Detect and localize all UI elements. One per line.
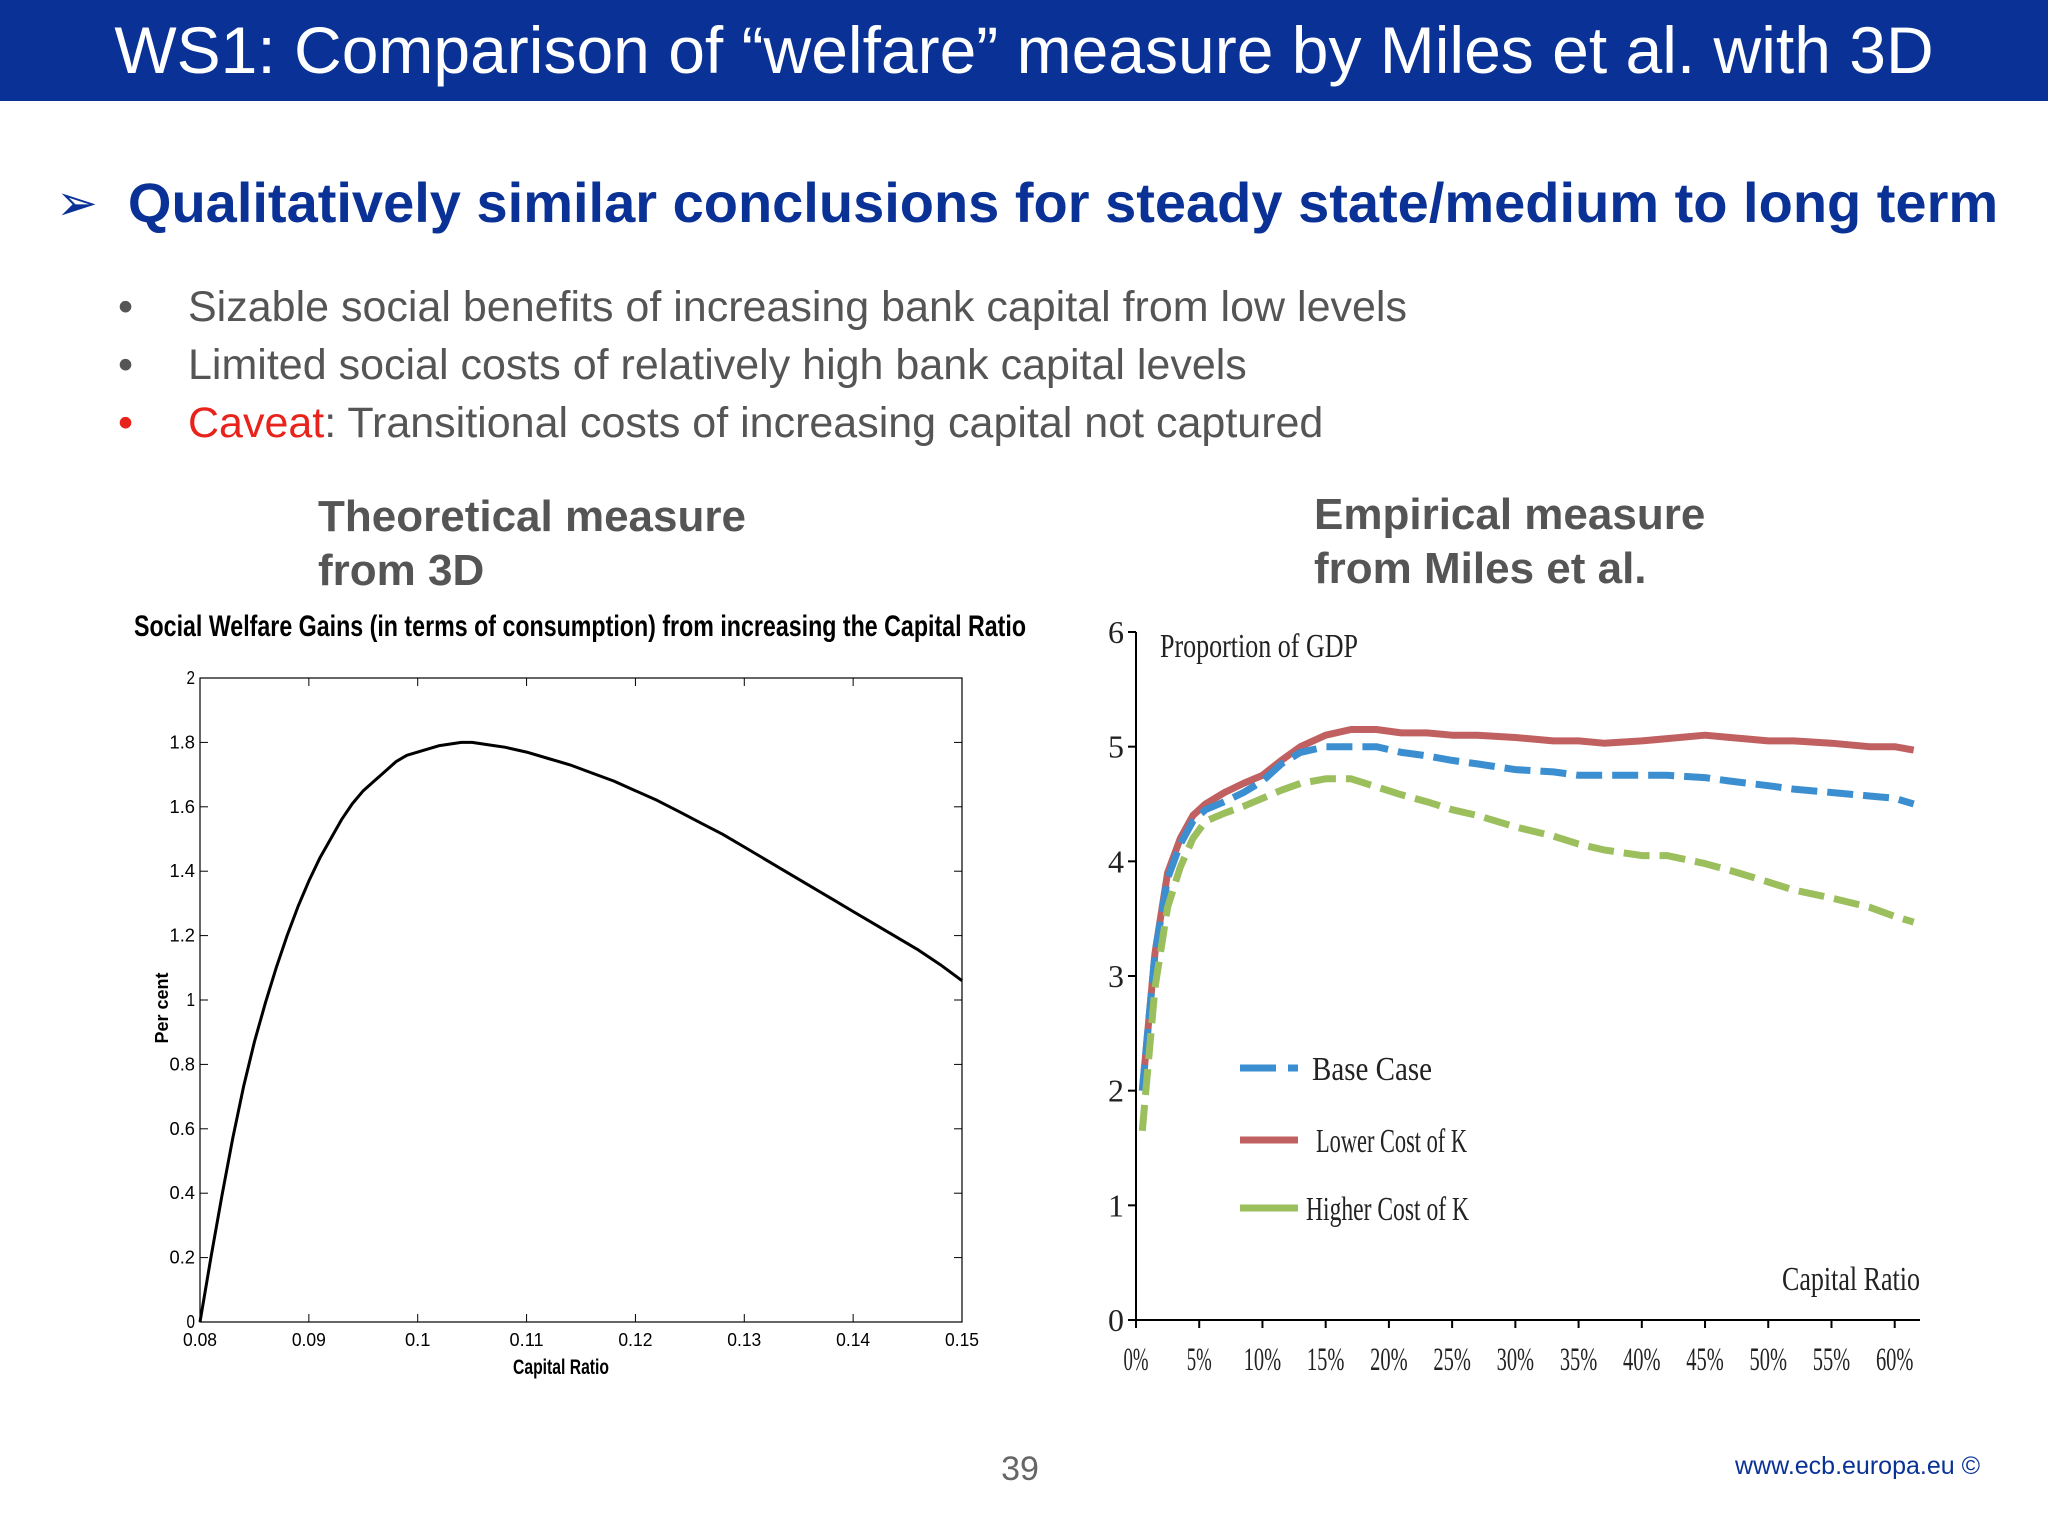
title-bar: WS1: Comparison of “welfare” measure by … xyxy=(0,0,2048,101)
y-tick-label: 1 xyxy=(187,990,196,1010)
y-tick-label: 1 xyxy=(1108,1187,1124,1223)
x-tick-label: 35% xyxy=(1560,1342,1598,1378)
bullet-text: Sizable social benefits of increasing ba… xyxy=(188,283,1407,331)
page-number: 39 xyxy=(1001,1450,1039,1488)
chart-title: Social Welfare Gains (in terms of consum… xyxy=(134,610,1026,643)
x-tick-label: 0.09 xyxy=(292,1330,326,1350)
y-tick-label: 4 xyxy=(1108,843,1124,879)
x-tick-label: 60% xyxy=(1876,1342,1914,1378)
x-tick-label: 0.08 xyxy=(183,1330,217,1350)
y-tick-label: 1.4 xyxy=(170,861,196,881)
left-panel-heading: Theoretical measure from 3D xyxy=(318,490,746,598)
y-tick-label: 5 xyxy=(1108,729,1124,765)
left-heading-line: from 3D xyxy=(318,546,485,595)
y-tick-label: 6 xyxy=(1108,614,1124,650)
arrowhead-icon: ➢ xyxy=(56,174,98,231)
x-tick-label: 0.11 xyxy=(510,1330,544,1350)
x-tick-label: 0.13 xyxy=(727,1330,761,1350)
y-tick-label: 1.2 xyxy=(170,926,196,946)
x-axis-label: Capital Ratio xyxy=(1782,1261,1920,1298)
y-tick-label: 1.6 xyxy=(170,797,196,817)
headline-text: Qualitatively similar conclusions for st… xyxy=(127,171,1999,234)
x-axis-label: Capital Ratio xyxy=(513,1356,609,1379)
y-tick-label: 0.6 xyxy=(170,1119,196,1139)
plot-frame xyxy=(199,677,963,1323)
x-tick-label: 45% xyxy=(1686,1342,1724,1378)
y-tick-label: 2 xyxy=(187,668,196,688)
y-tick-label: 0 xyxy=(1108,1302,1124,1338)
bullet-list: • Sizable social benefits of increasing … xyxy=(118,278,1407,452)
y-tick-label: 0.4 xyxy=(170,1183,196,1203)
welfare-gains-chart: Social Welfare Gains (in terms of consum… xyxy=(134,610,1026,1379)
welfare-line xyxy=(198,740,963,1323)
bullet-item: • Sizable social benefits of increasing … xyxy=(118,278,1407,336)
y-axis-label: Proportion of GDP xyxy=(1160,628,1358,665)
x-tick-label: 5% xyxy=(1187,1342,1212,1378)
series-line xyxy=(1138,743,1915,1092)
right-heading-line: Empirical measure xyxy=(1314,490,1706,539)
x-tick-label: 0.12 xyxy=(618,1330,652,1350)
legend-label: Lower Cost of K xyxy=(1316,1123,1467,1160)
x-tick-label: 55% xyxy=(1813,1342,1851,1378)
x-tick-label: 30% xyxy=(1497,1342,1535,1378)
x-tick-label: 0.15 xyxy=(945,1330,979,1350)
series-line xyxy=(1138,775,1915,1132)
bullet-text: Limited social costs of relatively high … xyxy=(188,341,1247,389)
footer-url[interactable]: www.ecb.europa.eu © xyxy=(1735,1452,1980,1480)
headline: ➢ Qualitatively similar conclusions for … xyxy=(56,165,1998,240)
x-tick-label: 25% xyxy=(1433,1342,1471,1378)
legend-label: Higher Cost of K xyxy=(1306,1191,1469,1228)
bullet-dot-icon: • xyxy=(118,341,134,389)
legend-label: Base Case xyxy=(1312,1051,1432,1088)
y-tick-label: 0 xyxy=(187,1312,196,1332)
left-heading-line: Theoretical measure xyxy=(318,492,746,541)
series-line xyxy=(1138,726,1915,1092)
x-tick-label: 0.1 xyxy=(405,1330,431,1350)
bullet-dot-icon: • xyxy=(118,399,134,447)
y-tick-label: 0.2 xyxy=(170,1248,196,1268)
y-tick-label: 1.8 xyxy=(170,732,196,752)
x-tick-label: 10% xyxy=(1244,1342,1282,1378)
y-tick-label: 0.8 xyxy=(170,1054,196,1074)
bullet-item: • Limited social costs of relatively hig… xyxy=(118,336,1407,394)
bullet-dot-icon: • xyxy=(118,283,134,331)
y-tick-label: 2 xyxy=(1108,1073,1124,1109)
x-tick-label: 0.14 xyxy=(836,1330,870,1350)
x-tick-label: 20% xyxy=(1370,1342,1408,1378)
bullet-text: : Transitional costs of increasing capit… xyxy=(324,399,1324,447)
slide-title: WS1: Comparison of “welfare” measure by … xyxy=(114,13,1934,87)
right-heading-line: from Miles et al. xyxy=(1314,544,1647,593)
x-tick-label: 40% xyxy=(1623,1342,1661,1378)
caveat-label: Caveat xyxy=(188,399,325,447)
y-axis-label: Per cent xyxy=(152,972,172,1043)
x-tick-label: 50% xyxy=(1750,1342,1788,1378)
y-tick-label: 3 xyxy=(1108,958,1124,994)
bullet-item-caveat: • Caveat: Transitional costs of increasi… xyxy=(118,394,1407,452)
x-tick-label: 0% xyxy=(1124,1342,1149,1378)
x-tick-label: 15% xyxy=(1307,1342,1345,1378)
right-panel-heading: Empirical measure from Miles et al. xyxy=(1314,488,1705,596)
